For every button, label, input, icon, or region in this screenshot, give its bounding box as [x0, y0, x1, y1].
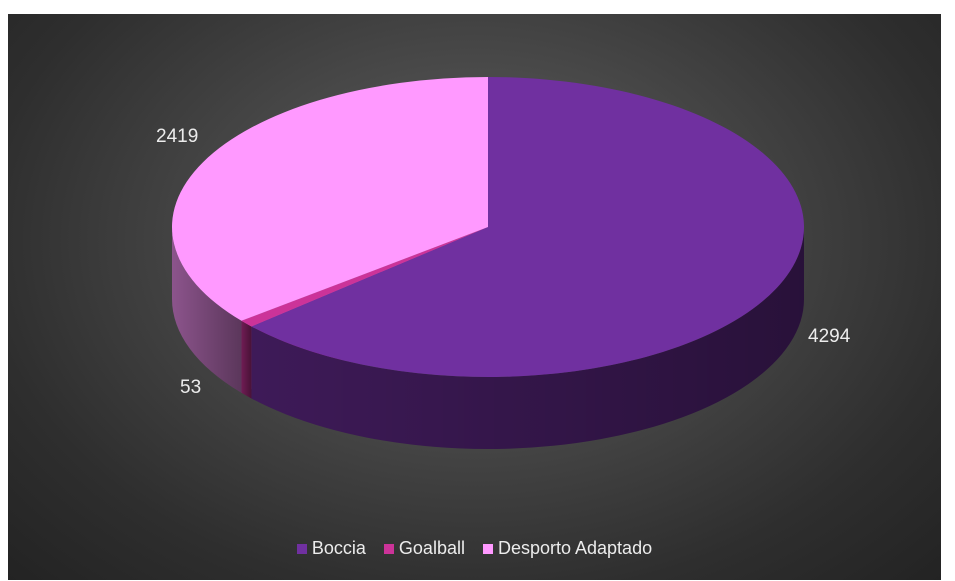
- legend-swatch-boccia: [296, 543, 307, 554]
- legend-label-boccia: Boccia: [311, 538, 366, 558]
- pie-side-shade-boccia: [251, 227, 805, 449]
- data-label-desporto-adaptado: 2419: [156, 126, 199, 147]
- pie-tops: [171, 77, 805, 378]
- chart-area: 4294 53 2419 Boccia Goalball Desporto Ad…: [8, 14, 941, 580]
- pie-slice-boccia: [251, 77, 805, 378]
- legend: Boccia Goalball Desporto Adaptado: [8, 538, 941, 559]
- legend-swatch-desporto-adaptado: [482, 543, 493, 554]
- data-label-boccia: 4294: [808, 326, 851, 347]
- legend-swatch-goalball: [383, 543, 394, 554]
- legend-label-goalball: Goalball: [398, 538, 465, 558]
- pie-side-shade-goalball: [241, 320, 252, 399]
- pie-slice-goalball: [241, 227, 488, 327]
- pie-slice-desporto-adaptado: [171, 77, 488, 321]
- legend-label-desporto-adaptado: Desporto Adaptado: [497, 538, 653, 558]
- legend-item-goalball: Goalball: [383, 538, 465, 559]
- legend-item-desporto-adaptado: Desporto Adaptado: [482, 538, 653, 559]
- legend-item-boccia: Boccia: [296, 538, 366, 559]
- pie-side-shade-desporto-adaptado: [172, 227, 242, 393]
- data-label-goalball: 53: [180, 377, 202, 398]
- pie-chart: [171, 77, 805, 449]
